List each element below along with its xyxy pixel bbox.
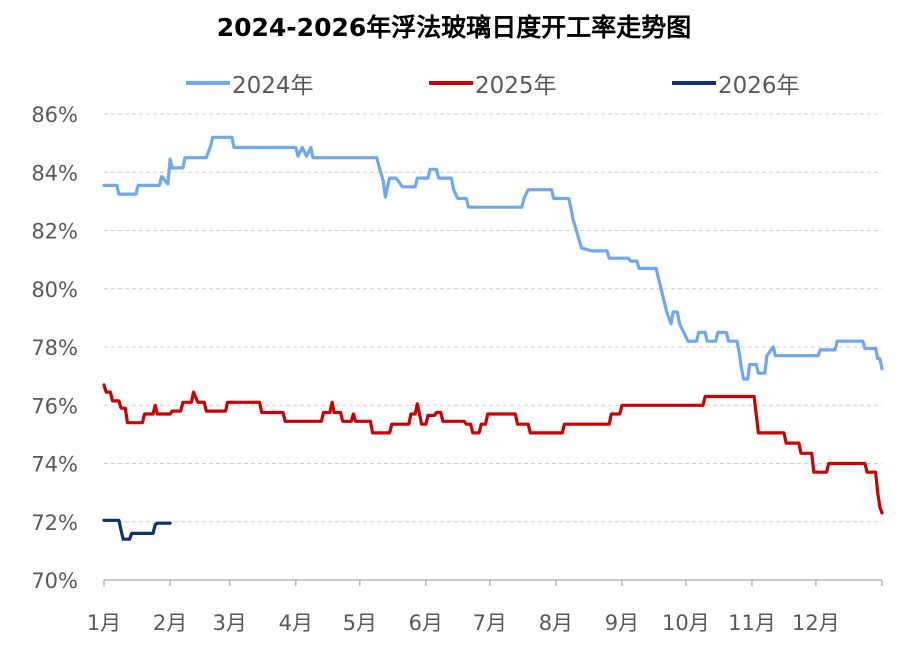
series-line-2025 xyxy=(102,383,884,515)
legend-label-2025: 2025年 xyxy=(475,73,557,99)
y-tick-label: 84% xyxy=(31,161,78,185)
y-tick-label: 86% xyxy=(31,103,78,127)
legend-swatch-2024 xyxy=(186,81,230,85)
y-tick-label: 78% xyxy=(31,336,78,360)
x-tick-label: 11月 xyxy=(728,611,776,635)
legend-swatch-2025 xyxy=(429,81,473,85)
x-tick-label: 8月 xyxy=(539,611,573,635)
x-tick-label: 1月 xyxy=(87,611,121,635)
chart-title: 2024-2026年浮法玻璃日度开工率走势图 xyxy=(216,13,692,42)
y-tick-label: 80% xyxy=(31,278,78,302)
x-tick-label: 2月 xyxy=(153,611,187,635)
legend-item-2026: 2026年 xyxy=(672,66,800,100)
series-line-2026 xyxy=(102,518,172,541)
y-tick-label: 76% xyxy=(31,394,78,418)
x-tick-label: 5月 xyxy=(343,611,377,635)
legend-item-2025: 2025年 xyxy=(429,66,557,100)
x-tick-label: 7月 xyxy=(473,611,507,635)
y-tick-label: 74% xyxy=(31,453,78,477)
y-tick-label: 72% xyxy=(31,511,78,535)
x-tick-label: 3月 xyxy=(213,611,247,635)
x-tick-label: 6月 xyxy=(409,611,443,635)
legend-label-2024: 2024年 xyxy=(232,73,314,99)
legend-item-2024: 2024年 xyxy=(186,66,314,100)
legend-label-2026: 2026年 xyxy=(718,73,800,99)
series-line-2024 xyxy=(102,135,884,381)
x-tick-label: 10月 xyxy=(662,611,710,635)
x-tick-label: 12月 xyxy=(792,611,840,635)
y-tick-label: 70% xyxy=(31,569,78,593)
y-tick-label: 82% xyxy=(31,220,78,244)
x-tick-label: 4月 xyxy=(279,611,313,635)
legend-swatch-2026 xyxy=(672,81,716,85)
x-tick-label: 9月 xyxy=(605,611,639,635)
